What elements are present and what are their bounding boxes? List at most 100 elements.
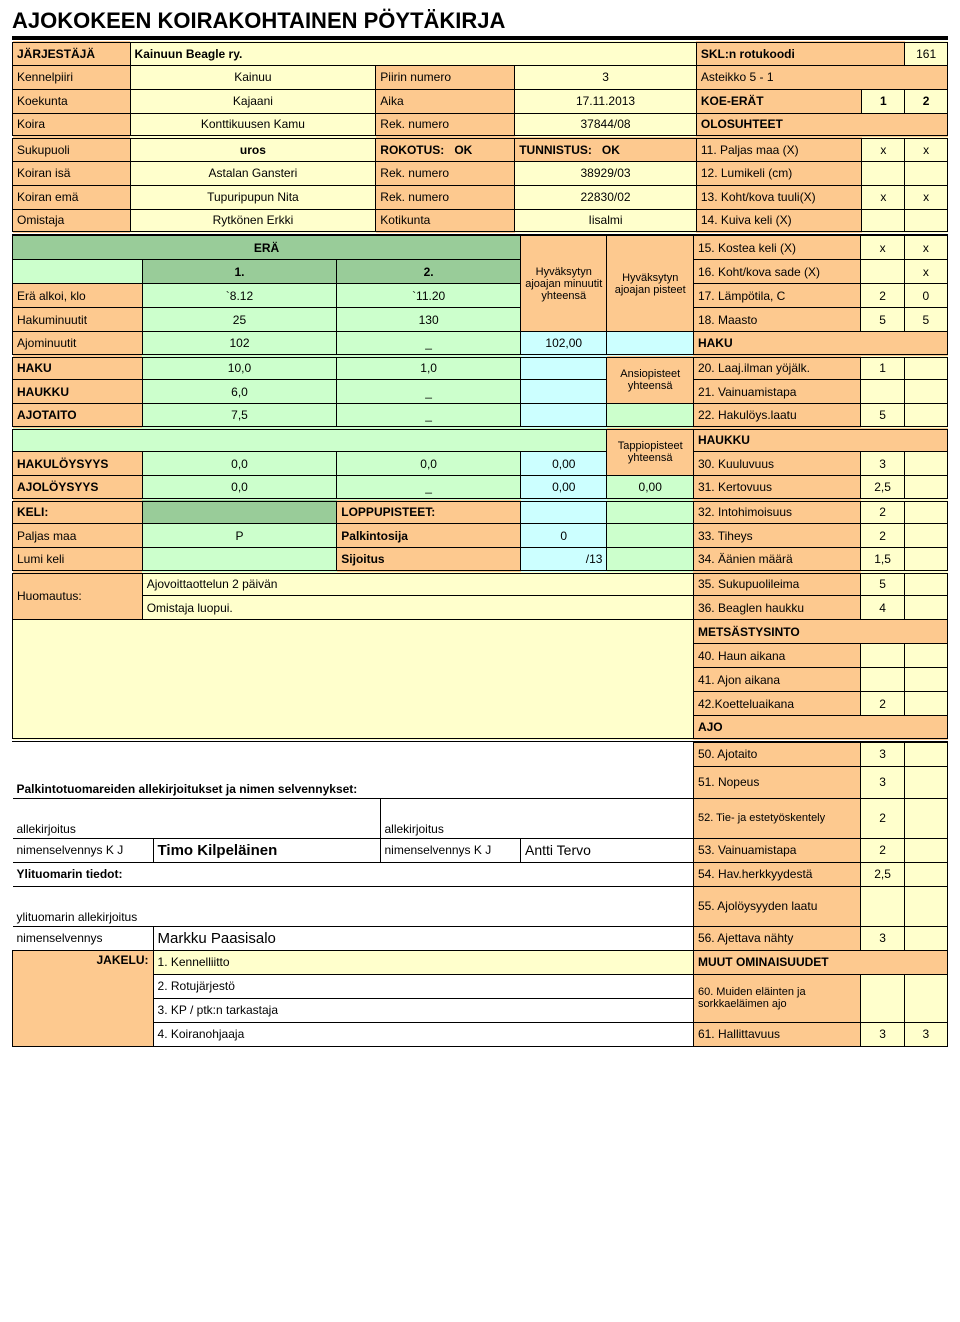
era-table: ERÄ Hyväksytyn ajoajan minuutit yhteensä… [12,235,948,742]
r15: 15. Kostea keli (X) [693,236,861,260]
pm-val: P [142,524,337,548]
c1: 1. [142,260,337,284]
r33: 33. Tiheys [693,524,861,548]
r12: 12. Lumikeli (cm) [696,161,862,185]
lk-label: Lumi keli [13,548,143,572]
isa-val: Astalan Gansteri [130,161,376,185]
ema-label: Koiran emä [13,185,131,209]
r30v: 3 [861,452,904,476]
haukku-1: 6,0 [142,380,337,404]
yli-name: Markku Paasisalo [153,926,693,950]
r11a: x [862,137,905,161]
skl-label: SKL:n rotukoodi [696,41,904,65]
j4: 4. Koiranohjaaja [153,1022,693,1046]
tappio: Tappiopisteet yhteensä [607,428,693,476]
skl-val: 161 [905,41,948,65]
r56: 56. Ajettava nähty [693,926,861,950]
hl-1: 0,0 [142,452,337,476]
ajotaito-label: AJOTAITO [13,404,143,428]
r55: 55. Ajolöysyyden laatu [693,886,861,926]
alkoi-1: `8.12 [142,284,337,308]
tun-label: TUNNISTUS: [519,143,592,157]
lp-label: LOPPUPISTEET: [337,500,521,524]
hakumin-1: 25 [142,308,337,332]
nim2-label: nimenselvennys K J [380,838,521,862]
r60: 60. Muiden eläinten ja sorkkaeläimen ajo [693,974,861,1022]
kp-val: Kainuu [130,65,376,89]
r53: 53. Vainuamistapa [693,838,861,862]
haku-2: 1,0 [337,356,521,380]
r36: 36. Beaglen haukku [693,596,861,620]
r35v: 5 [861,572,904,596]
r52: 52. Tie- ja estetyöskentely [693,798,861,838]
ps-label: Palkintosija [337,524,521,548]
footer-table: 50. Ajotaito 3 Palkintotuomareiden allek… [12,742,948,1047]
r33v: 2 [861,524,904,548]
j3: 3. KP / ptk:n tarkastaja [153,998,693,1022]
suku-label: Sukupuoli [13,137,131,161]
r34v: 1,5 [861,548,904,572]
koeerat-1: 1 [862,89,905,113]
r41: 41. Ajon aikana [693,668,861,692]
r14: 14. Kuiva keli (X) [696,209,862,233]
ema-val: Tupuripupun Nita [130,185,376,209]
rek-label: Rek. numero [376,113,515,137]
hakumin-2: 130 [337,308,521,332]
r21: 21. Vainuamistapa [693,380,861,404]
hy1: Hyväksytyn ajoajan minuutit yhteensä [521,236,607,332]
r40: 40. Haun aikana [693,644,861,668]
hy2: Hyväksytyn ajoajan pisteet [607,236,693,332]
al-2: _ [337,476,521,500]
palk: Palkintotuomareiden allekirjoitukset ja … [13,766,694,798]
koira-label: Koira [13,113,131,137]
r50v: 3 [861,742,904,766]
haku-label: HAKU [13,356,143,380]
kk-val: Iisalmi [515,209,697,233]
keli-label: KELI: [13,500,143,524]
r20: 20. Laaj.ilman yöjälk. [693,356,861,380]
huom-l1: Ajovoittaottelun 2 päivän [142,572,693,596]
r16b: x [904,260,947,284]
huom-l2: Omistaja luopui. [142,596,693,620]
r51: 51. Nopeus [693,766,861,798]
suku-val: uros [130,137,376,161]
r11b: x [905,137,948,161]
metsa-title: METSÄSTYSINTO [693,620,947,644]
j1: 1. Kennelliitto [153,950,693,974]
tun-val: OK [602,143,620,157]
kp-label: Kennelpiiri [13,65,131,89]
haukku-head: HAUKKU [693,428,947,452]
om-val: Rytkönen Erkki [130,209,376,233]
era-label: ERÄ [13,236,521,260]
pn-label: Piirin numero [376,65,515,89]
alle1: allekirjoitus [13,798,381,838]
nim1: Timo Kilpeläinen [153,838,380,862]
ajo-head: AJO [693,716,947,740]
pm-label: Paljas maa [13,524,143,548]
ema-rek-val: 22830/02 [515,185,697,209]
r61: 61. Hallittavuus [693,1022,861,1046]
r42v: 2 [861,692,904,716]
koe-val: Kajaani [130,89,376,113]
ajomin-3: 102,00 [521,332,607,356]
c2: 2. [337,260,521,284]
haukku-2: _ [337,380,521,404]
r53v: 2 [861,838,904,862]
om-label: Omistaja [13,209,131,233]
aika-val: 17.11.2013 [515,89,697,113]
aika-label: Aika [376,89,515,113]
yli-label: Ylituomarin tiedot: [13,862,694,886]
r13a: x [862,185,905,209]
ajomin-1: 102 [142,332,337,356]
koeerat-2: 2 [905,89,948,113]
ps-val: 0 [521,524,607,548]
r17b: 0 [904,284,947,308]
r22v: 5 [861,404,904,428]
haku-head: HAKU [693,332,947,356]
kk-label: Kotikunta [376,209,515,233]
r11: 11. Paljas maa (X) [696,137,862,161]
yli-alle: ylituomarin allekirjoitus [13,886,694,926]
r50: 50. Ajotaito [693,742,861,766]
r13b: x [905,185,948,209]
r31: 31. Kertovuus [693,476,861,500]
